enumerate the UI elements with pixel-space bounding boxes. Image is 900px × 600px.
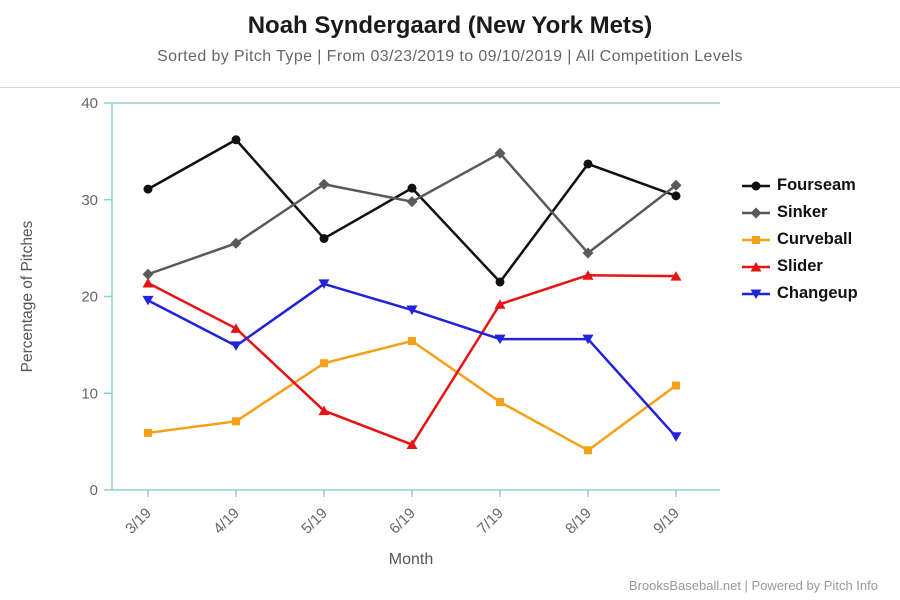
series-point-curveball: [584, 446, 592, 455]
series-point-slider: [670, 271, 682, 281]
series-point-fourseam: [671, 191, 681, 201]
legend-item-slider[interactable]: Slider: [742, 253, 858, 280]
chart-subtitle: Sorted by Pitch Type | From 03/23/2019 t…: [157, 48, 743, 65]
y-tick-label: 20: [81, 289, 98, 306]
series-point-sinker: [406, 196, 418, 208]
legend-item-sinker[interactable]: Sinker: [742, 199, 858, 226]
legend-marker-changeup-icon: [742, 289, 770, 299]
legend-item-changeup[interactable]: Changeup: [742, 280, 858, 307]
series-point-changeup: [318, 279, 330, 289]
series-point-curveball: [672, 381, 680, 390]
series-point-fourseam: [143, 184, 153, 194]
legend-label-slider: Slider: [777, 257, 823, 275]
series-point-sinker: [142, 268, 154, 280]
x-tick-label: 5/19: [298, 505, 331, 538]
series-point-changeup: [142, 295, 154, 306]
y-tick-label: 40: [81, 95, 98, 112]
series-line-sinker: [147, 152, 677, 276]
legend-label-fourseam: Fourseam: [777, 176, 856, 194]
legend-marker-slider-icon: [742, 261, 770, 271]
page-title: Noah Syndergaard (New York Mets): [247, 12, 653, 39]
legend-marker-sinker-icon: [742, 207, 770, 218]
series-line-curveball: [147, 339, 677, 452]
line-chart: 0 10 20 30 40 3/19 4/19 5/19 6/19 7/19 8/19 9/19 Per…: [19, 95, 720, 568]
y-tick-label: 10: [81, 385, 98, 402]
series-point-sinker: [318, 178, 330, 190]
legend-shape-sinker: [750, 207, 762, 218]
x-tick-label: 6/19: [386, 505, 419, 538]
legend-shape-fourseam: [751, 181, 761, 190]
x-tick-label: 3/19: [122, 505, 155, 538]
x-axis-title: Month: [389, 551, 433, 568]
series-point-fourseam: [231, 135, 241, 145]
legend-shape-changeup: [750, 289, 762, 299]
series-point-curveball: [496, 397, 504, 406]
y-tick-label: 30: [81, 192, 98, 209]
legend-item-fourseam[interactable]: Fourseam: [742, 172, 858, 199]
series-point-changeup: [494, 334, 506, 345]
series-point-curveball: [320, 359, 328, 368]
series-point-sinker: [230, 237, 242, 249]
series-line-slider: [147, 273, 677, 446]
y-axis-title: Percentage of Pitches: [19, 220, 36, 372]
series-point-curveball: [144, 428, 152, 437]
series-point-fourseam: [407, 183, 417, 193]
series-point-slider: [230, 323, 242, 333]
series-point-changeup: [406, 305, 418, 316]
series-point-slider: [406, 439, 418, 450]
chart-legend: Fourseam Sinker Curveball Slider Changeup: [742, 172, 858, 307]
series-point-curveball: [408, 337, 416, 346]
y-tick-label: 0: [90, 482, 98, 499]
series-point-fourseam: [319, 233, 329, 243]
legend-shape-curveball: [752, 235, 760, 244]
chart-plot-area: 0 10 20 30 40 3/19 4/19 5/19 6/19 7/19 8/19 9/19 Per…: [0, 88, 900, 600]
series-point-fourseam: [583, 159, 593, 169]
x-tick-label: 4/19: [210, 505, 243, 538]
series-point-slider: [318, 405, 330, 416]
series-point-fourseam: [495, 277, 505, 287]
series-point-changeup: [230, 341, 242, 351]
series-point-changeup: [582, 334, 594, 345]
legend-label-sinker: Sinker: [777, 203, 828, 221]
chart-header: Noah Syndergaard (New York Mets) Sorted …: [0, 0, 900, 88]
series-point-sinker: [494, 147, 506, 159]
legend-shape-slider: [750, 261, 762, 271]
x-tick-label: 8/19: [562, 505, 595, 538]
series-line-fourseam: [147, 138, 677, 284]
series-point-slider: [494, 299, 506, 309]
legend-marker-curveball-icon: [742, 235, 770, 244]
series-point-sinker: [582, 247, 594, 259]
x-tick-label: 9/19: [650, 505, 683, 538]
series-point-slider: [142, 277, 154, 288]
series-point-sinker: [670, 179, 682, 191]
series-point-slider: [582, 270, 594, 280]
chart-credit: BrooksBaseball.net | Powered by Pitch In…: [628, 578, 878, 593]
legend-label-curveball: Curveball: [777, 230, 853, 248]
x-tick-label: 7/19: [474, 505, 507, 538]
series-point-curveball: [232, 417, 240, 426]
legend-marker-fourseam-icon: [742, 181, 770, 190]
series-point-changeup: [670, 432, 682, 442]
legend-item-curveball[interactable]: Curveball: [742, 226, 858, 253]
legend-label-changeup: Changeup: [777, 284, 858, 302]
